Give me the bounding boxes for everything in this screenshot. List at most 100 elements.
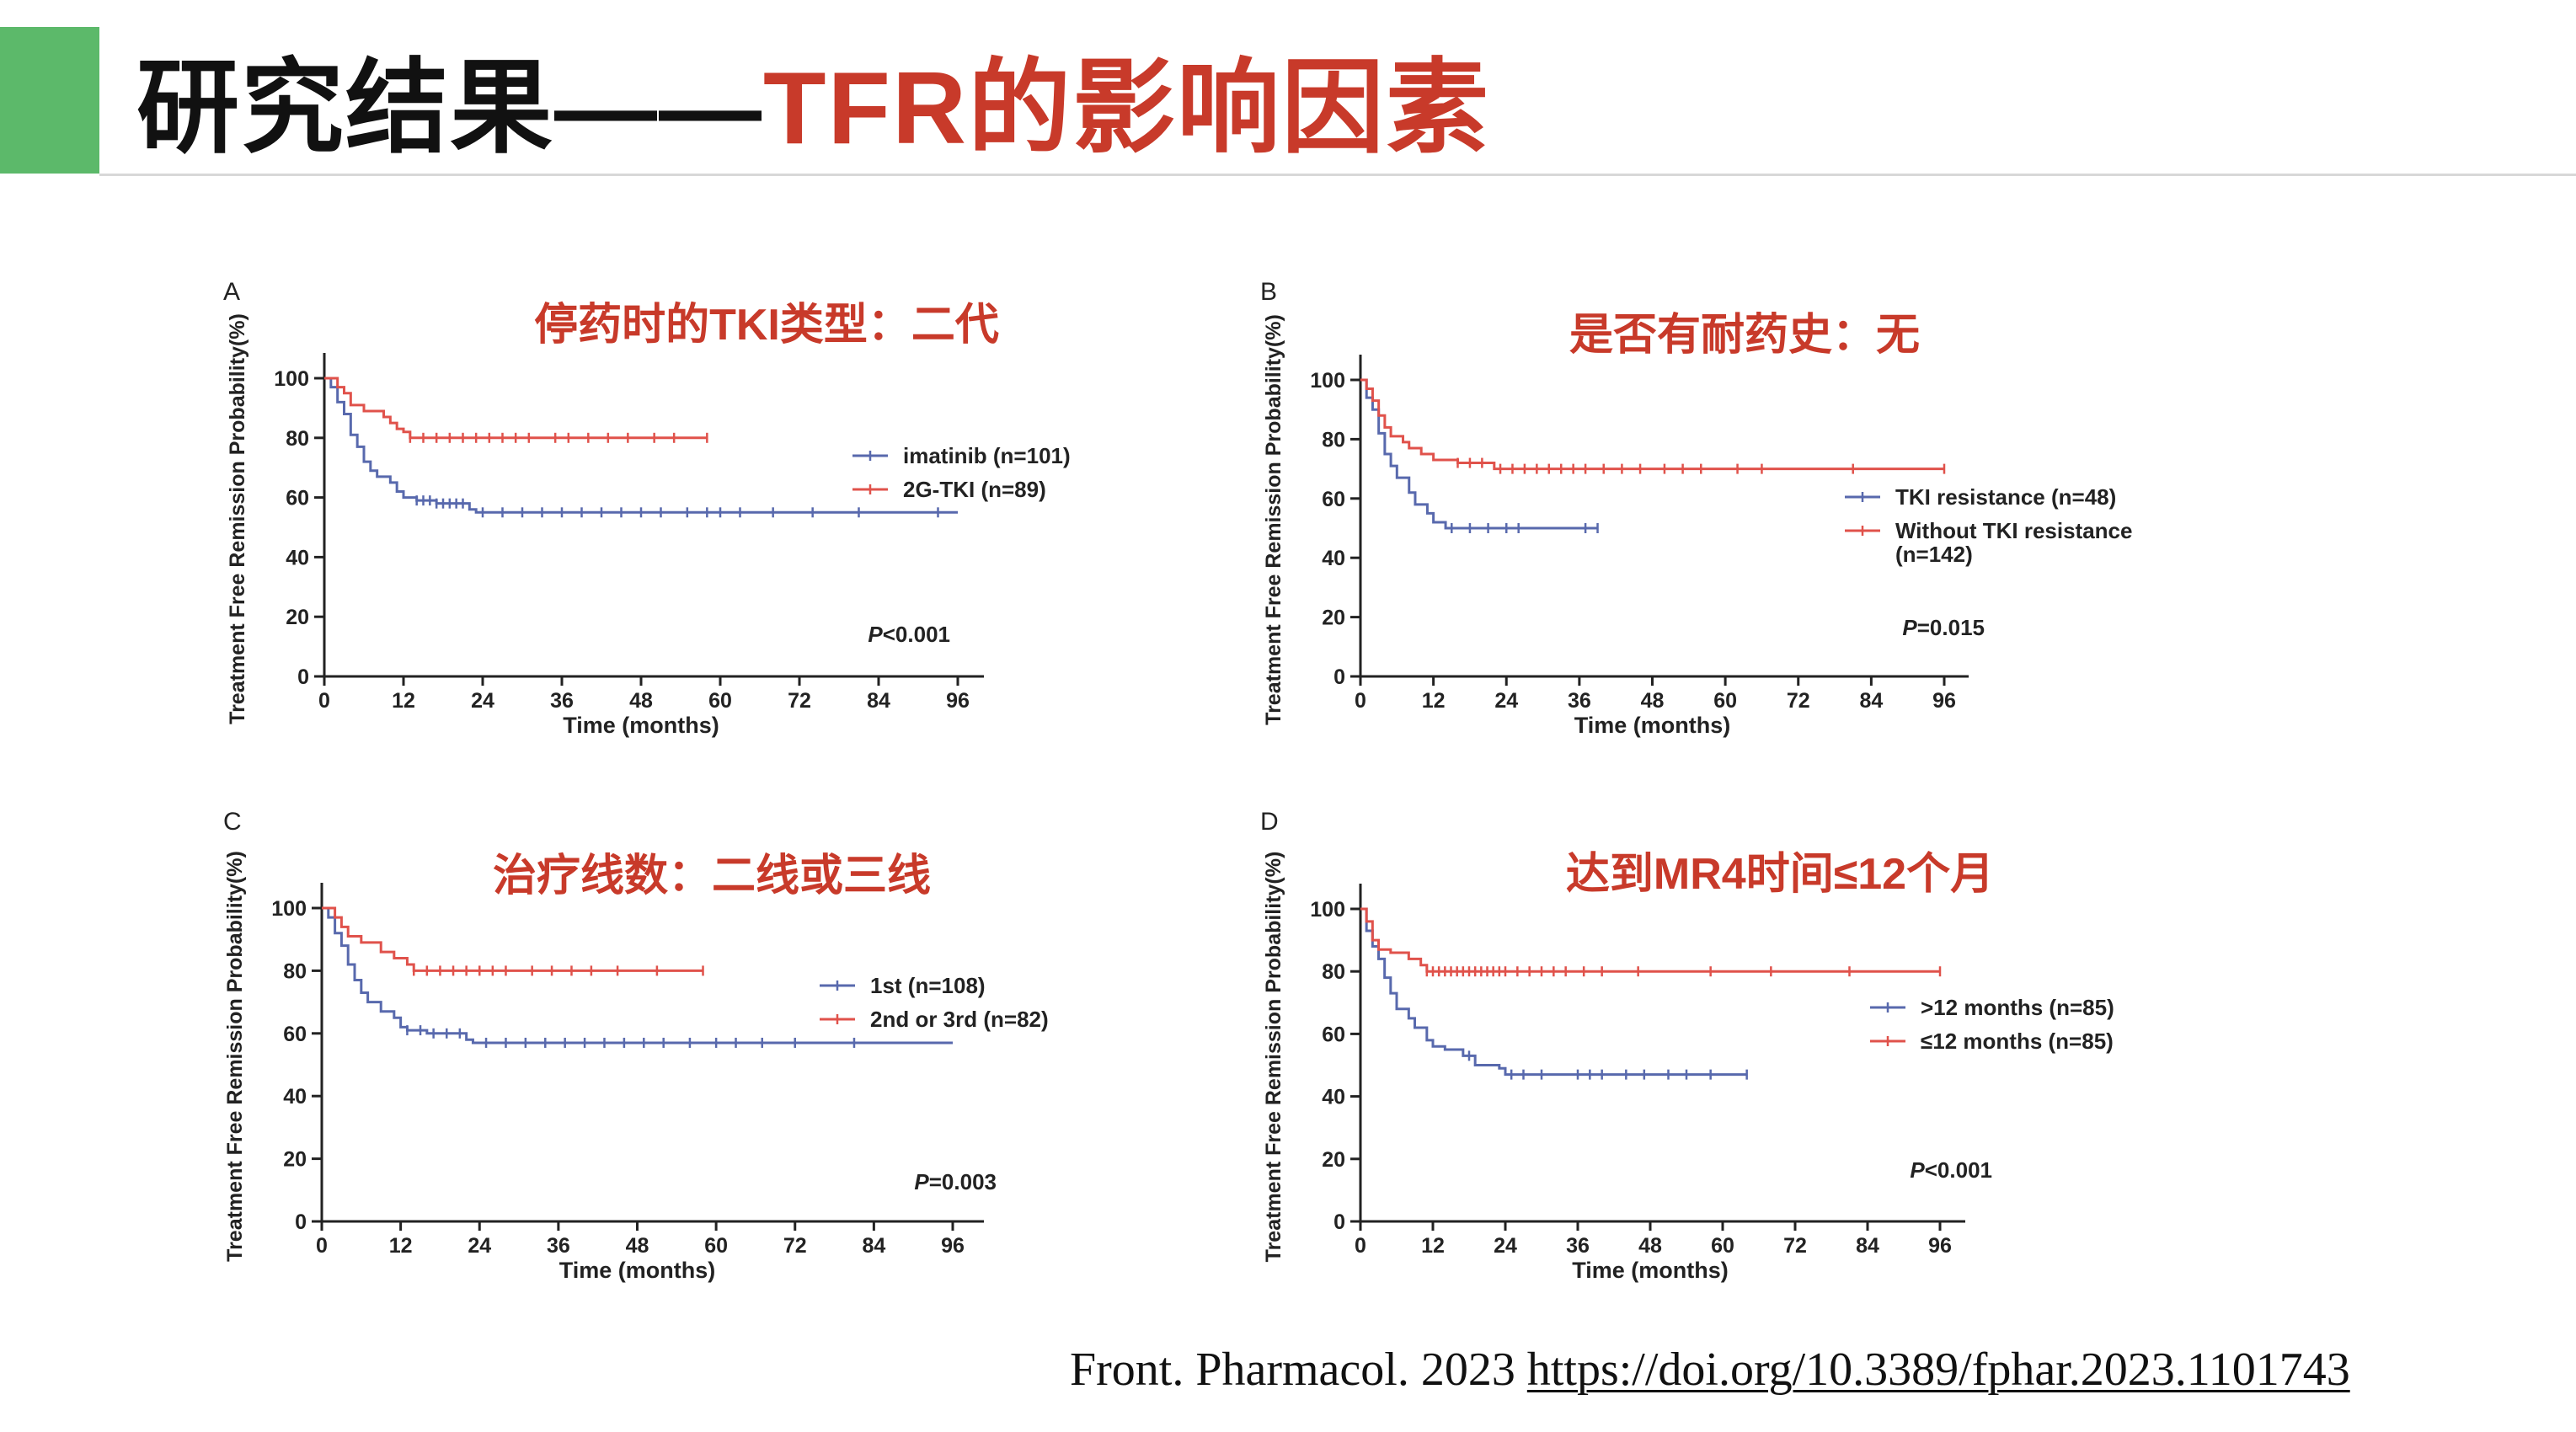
y-tick-label: 40: [1322, 1086, 1345, 1109]
y-tick-label: 60: [1322, 1023, 1345, 1046]
series-line-blue: [1360, 907, 1747, 1077]
x-tick-label: 0: [318, 689, 330, 713]
y-axis-label: Treatment Free Remission Probability(%): [1262, 852, 1285, 1263]
title-divider: [99, 174, 2576, 176]
series-line-blue: [1360, 378, 1598, 530]
series-line-blue: [324, 377, 958, 514]
legend-label: 2nd or 3rd (n=82): [870, 1007, 1049, 1032]
y-tick-label: 100: [1310, 898, 1345, 922]
chart-panel-c: C 0 20 40 60 80 100 0 12 24 36 48 60 72 84 96 Time (mont…: [223, 808, 1049, 1283]
x-tick-label: 84: [862, 1234, 885, 1258]
p-value: P<0.001: [1910, 1157, 1992, 1183]
series-line-blue: [322, 906, 953, 1045]
y-tick-label: 100: [274, 367, 309, 391]
series-line-red: [322, 906, 703, 972]
x-tick-label: 96: [941, 1234, 965, 1258]
legend-label: TKI resistance (n=48): [1895, 484, 2116, 510]
y-tick-label: 100: [1310, 369, 1345, 393]
legend-label-line: ≤12 months (n=85): [1921, 1029, 2114, 1054]
x-tick-label: 48: [629, 689, 653, 713]
y-tick-label: 20: [1322, 606, 1345, 630]
y-tick-label: 100: [271, 897, 307, 921]
slide-title-main: 研究结果——: [136, 51, 763, 165]
x-tick-label: 48: [1638, 1234, 1662, 1258]
x-axis-label: Time (months): [559, 1258, 716, 1283]
panel-letter: B: [1260, 278, 1277, 306]
x-tick-label: 36: [1568, 689, 1591, 713]
y-tick-label: 60: [286, 487, 309, 510]
y-tick-label: 80: [283, 959, 307, 983]
y-tick-label: 60: [1322, 488, 1345, 511]
series-line-red: [1360, 907, 1940, 973]
p-value-symbol: P: [868, 622, 883, 647]
x-tick-label: 72: [1787, 689, 1810, 713]
legend-label-line: 2nd or 3rd (n=82): [870, 1007, 1049, 1032]
legend-label: ≤12 months (n=85): [1921, 1029, 2114, 1054]
citation: Front. Pharmacol. 2023 https://doi.org/1…: [1070, 1343, 2350, 1397]
chart-annotation: 是否有耐药史：无: [1569, 311, 1920, 360]
y-axis-label: Treatment Free Remission Probability(%): [1262, 314, 1285, 725]
legend-label: 1st (n=108): [870, 973, 986, 998]
y-tick-label: 0: [1333, 665, 1345, 689]
y-tick-label: 60: [283, 1023, 307, 1046]
legend-label: Without TKI resistance (n=142): [1895, 518, 2132, 567]
x-axis-label: Time (months): [1574, 713, 1731, 738]
slide-title: 研究结果——TFR的影响因素: [136, 49, 1490, 167]
x-tick-label: 96: [946, 689, 970, 713]
y-axis-label: Treatment Free Remission Probability(%): [223, 851, 247, 1262]
x-tick-label: 0: [1355, 1234, 1366, 1258]
y-tick-label: 0: [297, 665, 309, 689]
p-value-number: <0.001: [883, 622, 950, 647]
citation-text: Front. Pharmacol. 2023: [1070, 1344, 1527, 1396]
x-axis-label: Time (months): [1572, 1258, 1729, 1283]
x-tick-label: 0: [316, 1234, 328, 1258]
x-tick-label: 12: [389, 1234, 413, 1258]
legend-label-line: 2G-TKI (n=89): [903, 477, 1046, 502]
panel-letter: C: [223, 808, 242, 836]
panel-letter: A: [223, 278, 240, 306]
x-tick-label: 84: [1859, 689, 1883, 713]
x-tick-label: 36: [550, 689, 574, 713]
y-tick-label: 20: [286, 606, 309, 629]
p-value-symbol: P: [1902, 615, 1917, 640]
x-tick-label: 24: [468, 1234, 491, 1258]
y-tick-label: 80: [1322, 960, 1345, 984]
y-tick-label: 20: [1322, 1148, 1345, 1172]
legend-label: imatinib (n=101): [903, 443, 1071, 468]
slide-title-highlight: TFR的影响因素: [763, 51, 1491, 165]
x-tick-label: 24: [1494, 1234, 1517, 1258]
chart-annotation: 达到MR4时间≤12个月: [1566, 850, 1994, 899]
chart-panel-d: D 0 20 40 60 80 100 0 12 24 36 48 60 72 84 96 Time (mont…: [1260, 808, 2114, 1283]
x-tick-label: 24: [471, 689, 494, 713]
x-tick-label: 12: [392, 689, 415, 713]
x-tick-label: 96: [1932, 689, 1956, 713]
legend-label: >12 months (n=85): [1921, 995, 2114, 1020]
x-tick-label: 72: [783, 1234, 807, 1258]
legend-label-line: >12 months (n=85): [1921, 995, 2114, 1020]
x-tick-label: 12: [1421, 1234, 1445, 1258]
x-tick-label: 84: [867, 689, 890, 713]
p-value: P=0.015: [1902, 615, 1985, 640]
x-tick-label: 60: [1713, 689, 1737, 713]
x-axis-label: Time (months): [563, 713, 719, 738]
x-tick-label: 60: [708, 689, 732, 713]
x-tick-label: 24: [1494, 689, 1518, 713]
series-line-red: [1360, 378, 1944, 471]
x-tick-label: 0: [1355, 689, 1366, 713]
y-tick-label: 0: [1333, 1210, 1345, 1234]
p-value: P<0.001: [868, 622, 950, 647]
y-tick-label: 40: [286, 546, 309, 569]
p-value: P=0.003: [914, 1169, 997, 1194]
citation-link[interactable]: https://doi.org/10.3389/fphar.2023.11017…: [1526, 1344, 2350, 1396]
x-tick-label: 36: [1566, 1234, 1590, 1258]
x-tick-label: 12: [1422, 689, 1446, 713]
p-value-number: =0.003: [929, 1169, 997, 1194]
y-tick-label: 0: [295, 1210, 307, 1234]
p-value-number: =0.015: [1917, 615, 1985, 640]
x-tick-label: 72: [788, 689, 811, 713]
chart-panel-b: B 0 20 40 60 80 100 0 12 24 36 48 60 72 84 96 Time (mont…: [1260, 278, 2132, 738]
x-tick-label: 48: [1641, 689, 1665, 713]
x-tick-label: 84: [1856, 1234, 1879, 1258]
x-tick-label: 36: [547, 1234, 570, 1258]
